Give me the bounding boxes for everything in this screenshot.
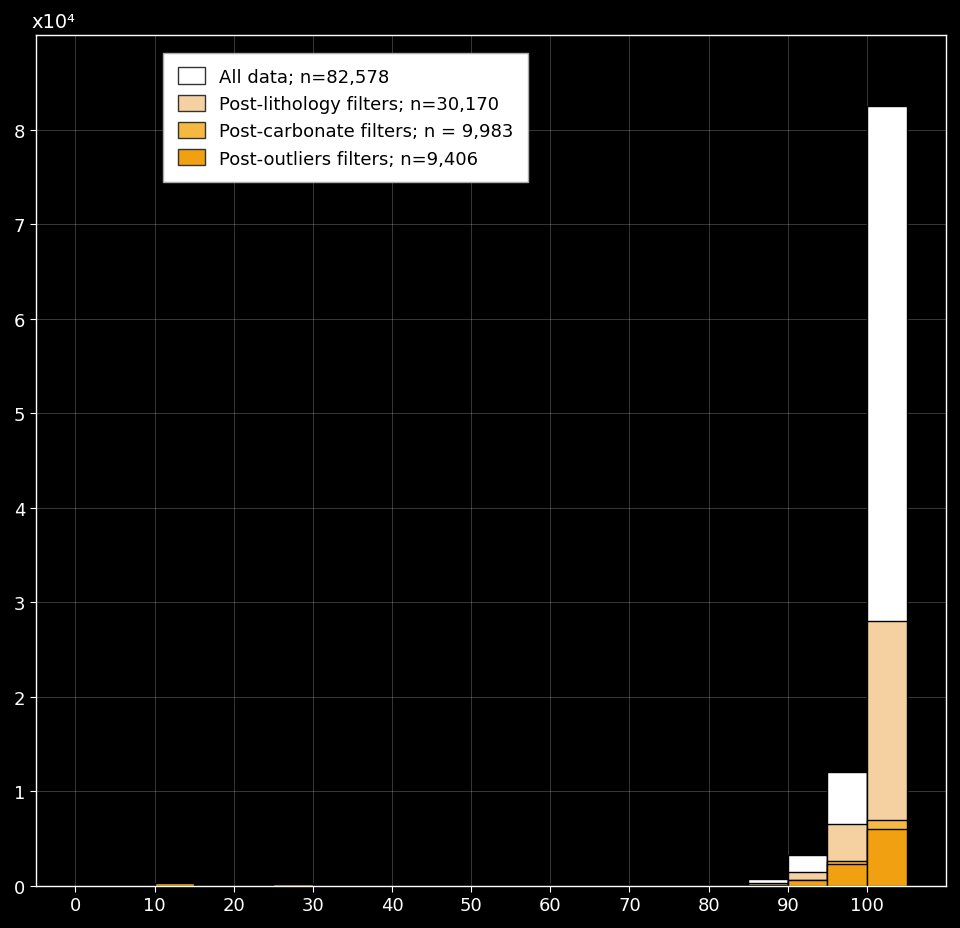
Bar	[669, 884, 708, 885]
Bar	[867, 829, 906, 885]
Bar	[828, 861, 867, 885]
Bar	[589, 884, 630, 885]
Bar	[748, 884, 788, 885]
Bar	[748, 884, 788, 885]
Bar	[788, 880, 828, 885]
Bar	[155, 883, 194, 885]
Bar	[867, 819, 906, 885]
Bar	[550, 884, 589, 885]
Bar	[828, 864, 867, 885]
Bar	[788, 881, 828, 885]
Bar	[867, 622, 906, 885]
Bar	[748, 883, 788, 885]
Bar	[867, 108, 906, 885]
Bar	[274, 884, 313, 885]
Bar	[828, 772, 867, 885]
Bar	[748, 879, 788, 885]
Bar	[788, 856, 828, 885]
Text: x10⁴: x10⁴	[32, 13, 75, 32]
Bar	[828, 824, 867, 885]
Legend: All data; n=82,578, Post-lithology filters; n=30,170, Post-carbonate filters; n : All data; n=82,578, Post-lithology filte…	[163, 54, 528, 183]
Bar	[788, 871, 828, 885]
